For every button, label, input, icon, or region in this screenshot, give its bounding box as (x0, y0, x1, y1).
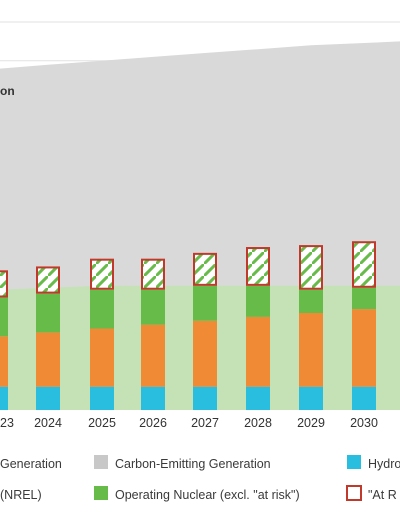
bar-hydro (36, 386, 60, 410)
legend-swatch-nuclear (94, 486, 108, 500)
area-label: on (0, 84, 15, 98)
legend-item-at-risk: "At R (368, 488, 397, 502)
bar-operating (352, 287, 376, 310)
x-tick-label: 2027 (191, 416, 219, 430)
bar-wind (246, 316, 270, 387)
legend-swatch-at-risk (346, 485, 362, 501)
legend-item-carbon: Carbon-Emitting Generation (115, 457, 271, 471)
legend-label: Carbon-Emitting Generation (115, 457, 271, 471)
legend-item-clean-generation: Generation (0, 457, 62, 471)
bar-operating (246, 285, 270, 317)
legend-label: Generation (0, 457, 62, 471)
bar-hydro (90, 386, 114, 410)
legend-label: Operating Nuclear (excl. "at risk") (115, 488, 300, 502)
bar-wind (0, 336, 8, 387)
bar-wind (90, 328, 114, 387)
bar-at-risk (0, 270, 8, 298)
legend-label: "At R (368, 488, 397, 502)
bar-hydro (141, 386, 165, 410)
bar-at-risk (299, 245, 323, 290)
bar-operating (36, 293, 60, 333)
legend-item-nuclear: Operating Nuclear (excl. "at risk") (115, 488, 300, 502)
bar-wind (36, 332, 60, 387)
bar-hydro (299, 386, 323, 410)
bar-operating (193, 285, 217, 321)
x-tick-label: 2024 (34, 416, 62, 430)
legend-item-hydro: Hydro (368, 457, 400, 471)
legend-item-nrel: (NREL) (0, 488, 42, 502)
bar-operating (90, 289, 114, 329)
bar-wind (299, 313, 323, 387)
bar-at-risk (193, 252, 217, 286)
bar-at-risk (36, 266, 60, 294)
bar-at-risk (90, 258, 114, 290)
x-tick-label: 2025 (88, 416, 116, 430)
legend-swatch-hydro (347, 455, 361, 469)
bar-wind (352, 309, 376, 387)
bar-hydro (246, 386, 270, 410)
bar-wind (193, 320, 217, 387)
bar-hydro (352, 386, 376, 410)
x-tick-label: 2028 (244, 416, 272, 430)
bar-at-risk (141, 258, 165, 290)
legend-swatch-carbon (94, 455, 108, 469)
x-axis-labels: 23 2024 2025 2026 2027 2028 2029 2030 (0, 416, 378, 430)
bar-wind (141, 324, 165, 387)
x-tick-label: 2030 (350, 416, 378, 430)
bar-at-risk (246, 247, 270, 286)
legend-label: (NREL) (0, 488, 42, 502)
bar-hydro (0, 386, 8, 410)
legend-label: Hydro (368, 457, 400, 471)
x-tick-label: 2029 (297, 416, 325, 430)
bar-operating (0, 297, 8, 337)
bar-operating (299, 289, 323, 313)
x-tick-label: 2026 (139, 416, 167, 430)
bar-operating (141, 289, 165, 325)
bar-series (0, 241, 376, 410)
bar-hydro (193, 386, 217, 410)
bar-at-risk (352, 241, 376, 288)
x-tick-label: 23 (0, 416, 14, 430)
